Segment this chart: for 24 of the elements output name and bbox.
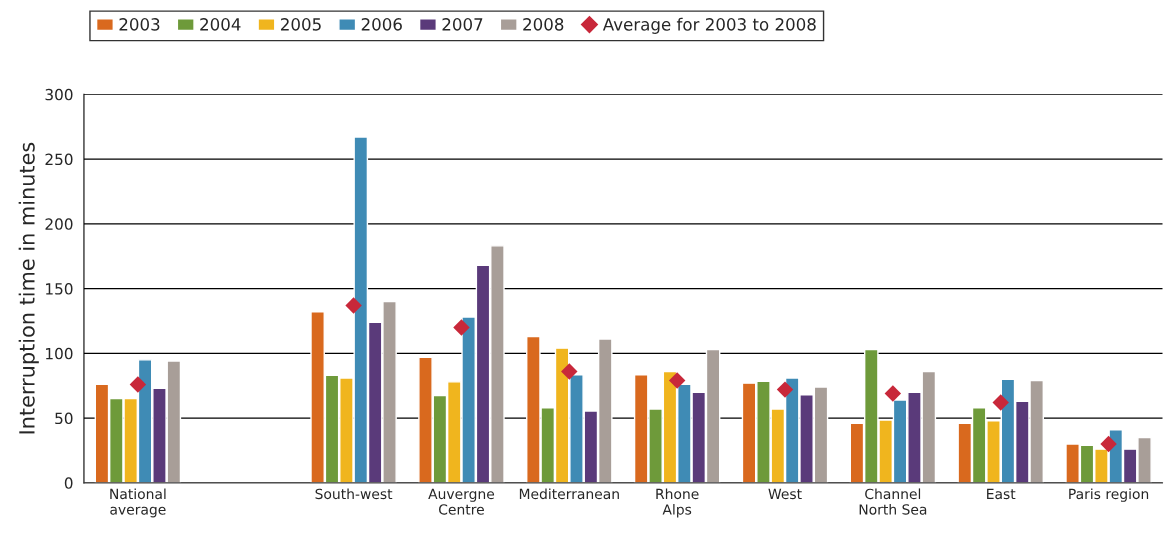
x-tick-label: Rhone Alps	[656, 488, 699, 518]
x-tick-label: West	[768, 488, 802, 500]
x-tick-label: Auvergne Centre	[428, 488, 495, 515]
x-tick-label: East	[987, 488, 1016, 500]
x-tick-label: Mediterranean	[519, 488, 619, 500]
legend-label: 2003	[119, 18, 160, 31]
y-tick-label: 300	[45, 88, 73, 101]
x-tick-label: Paris region	[1069, 488, 1149, 502]
x-tick-label: South-west	[315, 488, 393, 500]
y-tick-label: 50	[55, 412, 73, 425]
y-tick-label: 250	[45, 153, 73, 166]
legend-label: 2004	[200, 18, 241, 31]
x-tick-label: Channel North Sea	[859, 488, 927, 515]
legend-label: Average for 2003 to 2008	[602, 17, 816, 34]
legend-label: 2008	[523, 18, 564, 31]
y-tick-label: 150	[46, 283, 73, 295]
y-tick-label: 100	[46, 347, 73, 360]
legend-label: 2005	[281, 18, 321, 31]
y-tick-label: 0	[64, 477, 73, 489]
legend-label: 2006	[361, 18, 402, 31]
legend-label: 2007	[442, 18, 483, 31]
x-tick-label: National average	[110, 488, 166, 518]
y-tick-label: 200	[45, 218, 73, 230]
y-axis-title: Interruption time in minutes	[18, 142, 39, 434]
